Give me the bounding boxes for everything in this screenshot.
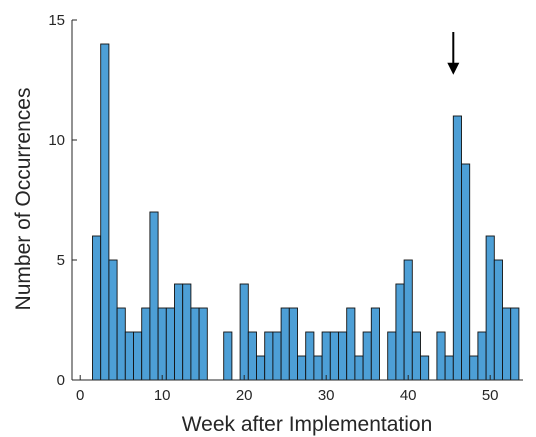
bar-week-21 — [247, 331, 257, 381]
bar-week-46 — [452, 115, 462, 381]
bar-week-53 — [510, 307, 520, 381]
bar-week-24 — [272, 331, 282, 381]
y-tick-label: 10 — [48, 132, 65, 149]
arrow-head — [447, 62, 460, 75]
bar-week-44 — [436, 331, 446, 381]
x-tick-label: 50 — [482, 387, 499, 404]
bar-week-35 — [362, 331, 372, 381]
bar-week-40 — [403, 259, 413, 381]
bar-week-2 — [92, 235, 102, 381]
bar-week-20 — [239, 283, 249, 381]
bar-week-14 — [190, 307, 200, 381]
bar-week-41 — [411, 331, 421, 381]
x-axis-ticks: 0 10 20 30 40 50 — [76, 375, 499, 404]
bar-week-38 — [387, 331, 397, 381]
bar-week-25 — [280, 307, 290, 381]
bar-week-32 — [338, 331, 348, 381]
bar-week-6 — [124, 331, 134, 381]
bar-week-30 — [321, 331, 331, 381]
x-tick-label: 10 — [154, 387, 171, 404]
bar-week-47 — [461, 163, 471, 381]
x-tick-label: 40 — [400, 387, 417, 404]
y-tick-label: 5 — [57, 252, 65, 269]
bar-week-7 — [133, 331, 143, 381]
x-tick-label: 0 — [76, 387, 84, 404]
bar-week-50 — [485, 235, 495, 381]
x-tick-label: 30 — [318, 387, 335, 404]
bar-week-28 — [305, 331, 315, 381]
bar-week-34 — [354, 355, 364, 381]
bar-week-3 — [100, 43, 110, 381]
bar-week-49 — [477, 331, 487, 381]
bar-week-4 — [108, 259, 118, 381]
bar-week-8 — [141, 307, 151, 381]
y-axis-label: Number of Occurrences — [12, 88, 35, 311]
bar-week-51 — [493, 259, 503, 381]
x-axis-label: Week after Implementation — [182, 413, 433, 436]
bar-week-5 — [116, 307, 126, 381]
bar-week-52 — [502, 307, 512, 381]
bar-week-13 — [182, 283, 192, 381]
bar-week-15 — [198, 307, 208, 381]
y-tick-label: 15 — [48, 12, 65, 29]
bar-week-22 — [256, 355, 266, 381]
bar-week-23 — [264, 331, 274, 381]
x-tick-label: 20 — [236, 387, 253, 404]
bar-week-36 — [370, 307, 380, 381]
bar-week-18 — [223, 331, 233, 381]
bar-week-12 — [174, 283, 184, 381]
bars-group — [92, 43, 520, 381]
bar-week-31 — [329, 331, 339, 381]
bar-week-42 — [420, 355, 430, 381]
y-tick-label: 0 — [57, 372, 65, 389]
bar-week-33 — [346, 307, 356, 381]
bar-week-27 — [297, 355, 307, 381]
bar-week-45 — [444, 355, 454, 381]
annotation-arrow — [447, 32, 460, 75]
bar-week-26 — [288, 307, 298, 381]
bar-week-10 — [157, 307, 167, 381]
bar-week-39 — [395, 283, 405, 381]
bar-week-48 — [469, 355, 479, 381]
bar-week-11 — [165, 307, 175, 381]
bar-week-29 — [313, 355, 323, 381]
y-axis-ticks: 0 5 10 15 — [48, 12, 77, 389]
bar-week-9 — [149, 211, 159, 381]
